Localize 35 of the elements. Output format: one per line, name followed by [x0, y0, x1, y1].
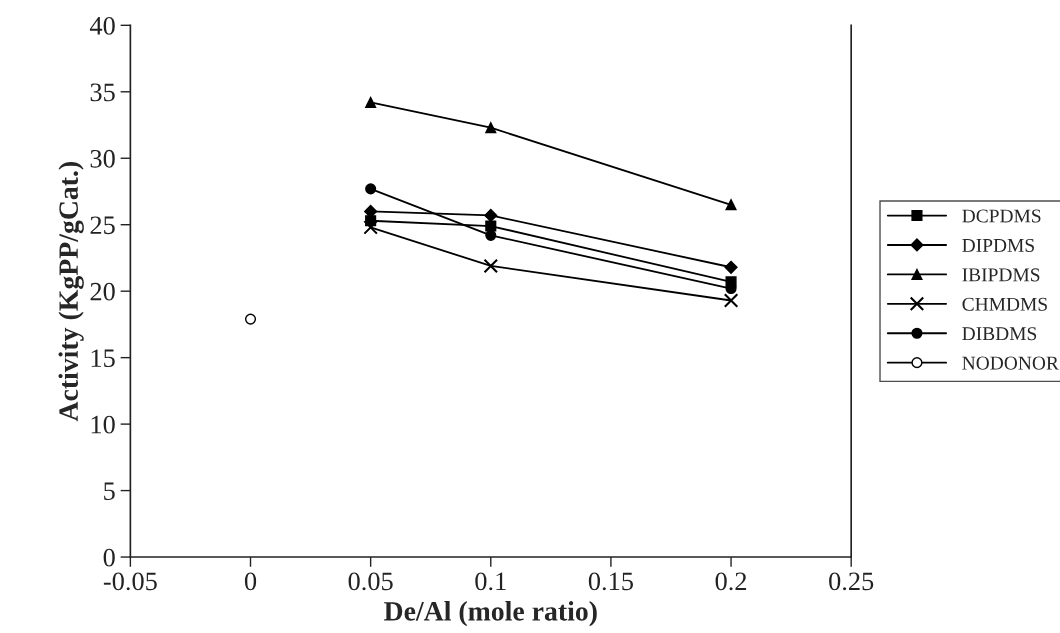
legend-label: IBIPDMS [962, 268, 1040, 282]
x-tick-label: 0.1 [475, 572, 506, 591]
point [244, 313, 257, 325]
x-tick-label: 0.15 [588, 572, 633, 591]
x-tick-label: -0.05 [103, 572, 157, 591]
y-tick-label: 20 [90, 282, 115, 301]
point [363, 220, 378, 235]
point [483, 258, 499, 274]
legend-label: NODONOR [962, 356, 1059, 370]
point [484, 208, 498, 222]
y-tick-label: 0 [103, 548, 115, 567]
x-tick-label: 0.25 [829, 572, 874, 591]
y-tick-label: 5 [104, 482, 115, 500]
y-tick-label: 40 [89, 16, 115, 35]
y-tick-label: 35 [90, 83, 115, 102]
point [485, 122, 497, 134]
y-axis-title: Activity (KgPP/gCat.) [58, 162, 84, 422]
point [723, 293, 739, 308]
x-tick-label: 0.2 [715, 572, 747, 591]
x-tick-label: 0 [244, 572, 257, 591]
y-tick-label: 30 [90, 149, 115, 168]
x-axis-title: De/Al (mole ratio) [384, 601, 597, 627]
y-tick-label: 10 [91, 415, 115, 434]
y-tick-label: 25 [90, 216, 115, 235]
point [725, 199, 737, 211]
y-tick-label: 15 [91, 349, 115, 368]
legend-label: DCPDMS [962, 209, 1041, 223]
point [485, 220, 497, 232]
legend-label: CHMDMS [962, 297, 1047, 311]
legend-label: DIPDMS [962, 238, 1034, 252]
point [365, 183, 377, 195]
point [365, 96, 377, 108]
point [724, 260, 738, 274]
legend-label: DIBDMS [962, 327, 1037, 341]
x-tick-label: 0.05 [348, 572, 393, 591]
